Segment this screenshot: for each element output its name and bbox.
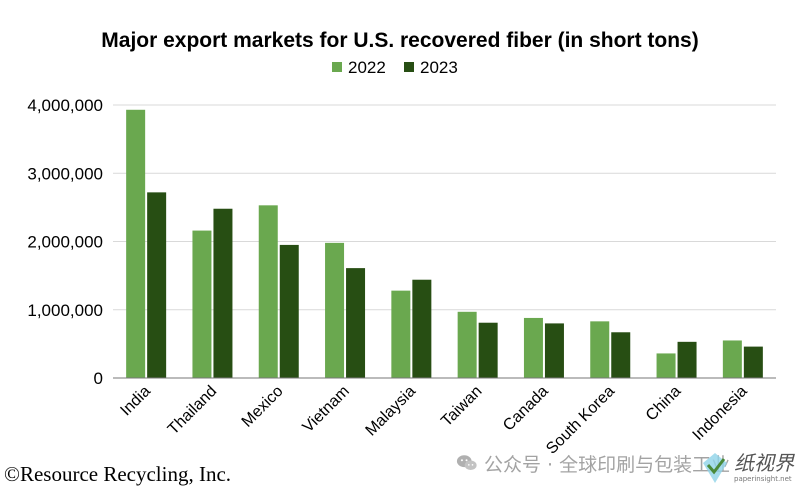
chart-title: Major export markets for U.S. recovered … bbox=[101, 29, 698, 52]
bar-2023-south-korea bbox=[611, 332, 631, 378]
bar-2022-china bbox=[656, 353, 676, 378]
x-tick-label: Thailand bbox=[165, 383, 220, 438]
bar-2022-mexico bbox=[258, 205, 278, 378]
bar-2022-canada bbox=[523, 317, 543, 378]
logo-text: 纸视界 bbox=[734, 451, 794, 475]
x-tick-label: Canada bbox=[500, 383, 552, 435]
legend-swatch-2022 bbox=[332, 62, 342, 72]
x-tick-label: Indonesia bbox=[690, 383, 751, 444]
y-tick-label: 0 bbox=[94, 369, 103, 388]
bar-2023-china bbox=[677, 341, 697, 378]
bar-2023-taiwan bbox=[478, 322, 498, 378]
bar-2022-taiwan bbox=[457, 311, 477, 378]
bar-2023-malaysia bbox=[412, 279, 432, 378]
logo-subtext: paperinsight.net bbox=[734, 475, 792, 483]
bar-2022-india bbox=[126, 109, 146, 378]
paperinsight-logo-icon bbox=[703, 453, 727, 483]
legend-label-2022: 2022 bbox=[348, 58, 386, 77]
bar-2023-vietnam bbox=[346, 268, 366, 378]
bar-2022-thailand bbox=[192, 230, 212, 378]
wechat-icon bbox=[456, 455, 477, 471]
watermark-text: 公众号 · 全球印刷与包装工业 bbox=[484, 453, 731, 476]
bar-2022-malaysia bbox=[391, 290, 411, 378]
chart-legend: 2022 2023 bbox=[332, 58, 458, 77]
bar-2023-canada bbox=[544, 323, 564, 378]
legend-swatch-2023 bbox=[404, 62, 414, 72]
paperinsight-logo: 纸视界 paperinsight.net bbox=[700, 446, 796, 490]
bar-2023-indonesia bbox=[743, 346, 763, 378]
bar-2022-indonesia bbox=[722, 340, 742, 378]
y-axis-ticks: 0 1,000,000 2,000,000 3,000,000 4,000,000 bbox=[27, 96, 103, 388]
watermark: 公众号 · 全球印刷与包装工业 bbox=[456, 446, 730, 480]
x-tick-label: Taiwan bbox=[438, 383, 485, 430]
y-tick-label: 1,000,000 bbox=[27, 301, 103, 320]
bar-2023-india bbox=[147, 192, 167, 378]
x-tick-label: Malaysia bbox=[363, 383, 420, 440]
copyright-text: ©Resource Recycling, Inc. bbox=[4, 462, 232, 486]
x-tick-label: China bbox=[643, 383, 685, 425]
bar-2023-mexico bbox=[279, 244, 299, 378]
bar-2022-vietnam bbox=[325, 242, 345, 378]
x-tick-label: India bbox=[117, 383, 154, 420]
y-tick-label: 3,000,000 bbox=[27, 164, 103, 183]
x-tick-label: Mexico bbox=[239, 383, 287, 431]
grid-lines bbox=[113, 104, 776, 311]
y-tick-label: 4,000,000 bbox=[27, 96, 103, 115]
x-tick-label: Vietnam bbox=[300, 383, 353, 436]
legend-label-2023: 2023 bbox=[420, 58, 458, 77]
bar-2022-south-korea bbox=[590, 321, 610, 378]
bar-2023-thailand bbox=[213, 208, 233, 378]
y-tick-label: 2,000,000 bbox=[27, 233, 103, 252]
bars bbox=[126, 109, 763, 378]
